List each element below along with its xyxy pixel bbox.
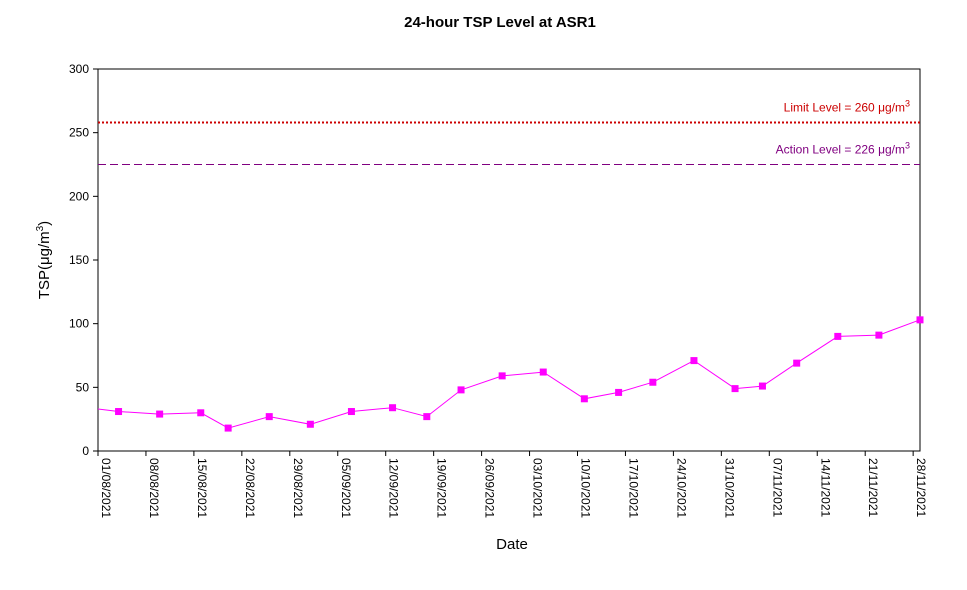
x-tick-label: 01/08/2021 — [99, 458, 113, 518]
x-tick-label: 26/09/2021 — [483, 458, 497, 518]
y-tick-label: 50 — [76, 380, 90, 394]
data-point — [423, 413, 431, 421]
data-point — [197, 409, 205, 417]
data-point — [834, 332, 842, 340]
x-tick-label: 03/10/2021 — [531, 458, 545, 518]
x-tick-label: 21/11/2021 — [866, 458, 880, 517]
data-point — [690, 357, 698, 365]
y-tick-label: 100 — [69, 317, 89, 331]
reference-lines: Limit Level = 260 μg/m3 Action Level = 22… — [98, 98, 920, 165]
x-tick-label: 10/10/2021 — [579, 458, 593, 518]
action-level-label: Action Level = 226 μg/m3 — [776, 141, 910, 157]
x-axis-label: Date — [496, 536, 528, 553]
data-point — [615, 388, 623, 396]
plot-area — [97, 68, 921, 452]
data-point — [731, 385, 739, 393]
data-point — [580, 395, 588, 403]
x-tick-label: 22/08/2021 — [243, 458, 257, 518]
data-point — [306, 420, 314, 428]
x-tick-label: 15/08/2021 — [195, 458, 209, 518]
x-tick-label: 28/11/2021 — [914, 458, 928, 517]
chart-title: 24-hour TSP Level at ASR1 — [404, 14, 596, 31]
x-tick-label: 17/10/2021 — [626, 458, 640, 518]
data-point — [916, 316, 924, 324]
y-tick-label: 250 — [69, 126, 89, 140]
data-point — [224, 424, 232, 432]
x-tick-label: 29/08/2021 — [291, 458, 305, 518]
data-point — [649, 378, 657, 386]
y-tick-label: 200 — [69, 189, 89, 203]
x-tick-label: 31/10/2021 — [722, 458, 736, 518]
y-tick-label: 0 — [82, 444, 89, 458]
data-point — [265, 413, 273, 421]
x-tick-label: 19/09/2021 — [435, 458, 449, 518]
x-tick-label: 05/09/2021 — [339, 458, 353, 518]
y-axis: 0 50 100 150 200 250 300 — [69, 62, 98, 458]
limit-level-label: Limit Level = 260 μg/m3 — [784, 98, 910, 114]
x-tick-label: 07/11/2021 — [770, 458, 784, 517]
data-point — [539, 368, 547, 376]
series-line — [97, 319, 921, 429]
y-axis-label: TSP(μg/m3) — [35, 221, 53, 299]
y-tick-label: 150 — [69, 253, 89, 267]
data-point — [115, 408, 123, 416]
data-point — [793, 359, 801, 367]
x-axis: 01/08/2021 08/08/2021 15/08/2021 22/08/2021… — [97, 451, 928, 518]
data-point — [498, 372, 506, 380]
data-point — [347, 408, 355, 416]
x-tick-label: 24/10/2021 — [674, 458, 688, 518]
y-tick-label: 300 — [69, 62, 89, 76]
data-point — [389, 404, 397, 412]
x-tick-label: 08/08/2021 — [147, 458, 161, 518]
x-tick-label: 14/11/2021 — [818, 458, 832, 517]
data-point — [156, 410, 164, 418]
x-tick-label: 12/09/2021 — [387, 458, 401, 518]
data-point — [758, 382, 766, 390]
data-point — [457, 386, 465, 394]
data-point — [875, 331, 883, 339]
series-tsp — [97, 316, 924, 432]
